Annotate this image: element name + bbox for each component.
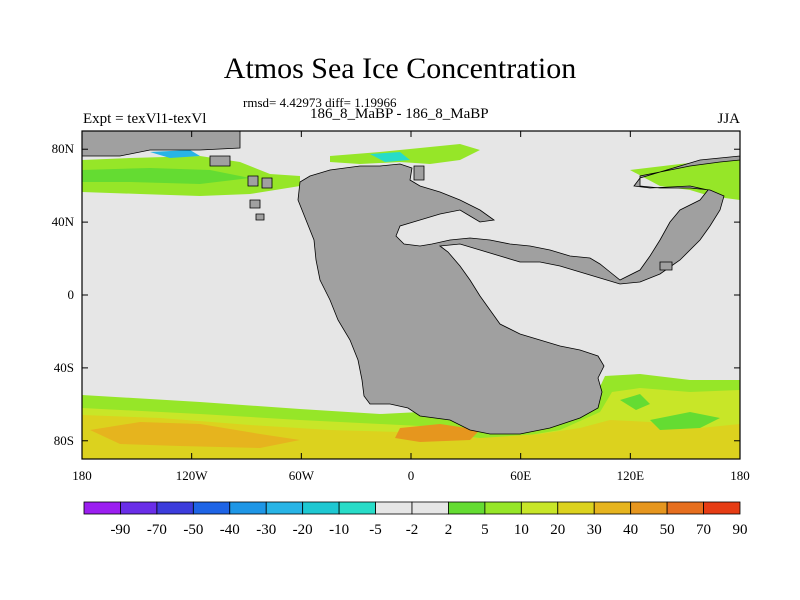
land-island-4 — [261, 177, 273, 189]
x-tick-label: 0 — [408, 468, 415, 483]
experiment-label: Expt = texVl1-texVl — [83, 111, 207, 127]
colorbar-swatch — [630, 501, 668, 515]
colorbar-swatch — [265, 501, 304, 515]
southern-ocean-ice-max-2 — [395, 424, 480, 442]
colorbar-swatch — [229, 501, 267, 515]
arctic-ice-band-east — [630, 158, 740, 200]
southern-ocean-ice-max — [90, 422, 300, 448]
colorbar-swatch — [375, 501, 413, 515]
season-label: JJA — [717, 111, 740, 127]
colorbar-label: 50 — [660, 522, 675, 538]
colorbar-label: 90 — [733, 522, 748, 538]
colorbar-label: 2 — [445, 522, 453, 538]
y-tick-label: 80N — [52, 141, 75, 156]
x-tick-label: 120E — [617, 468, 645, 483]
chart-title: Atmos Sea Ice Concentration — [223, 52, 577, 85]
colorbar-label: -90 — [110, 522, 130, 538]
southern-ocean-green-patch-2 — [620, 394, 650, 410]
colorbar-label: 30 — [587, 522, 602, 538]
arctic-ice-band-west-inner — [82, 168, 250, 184]
colorbar-label: -70 — [147, 522, 167, 538]
land-pangaea — [240, 131, 740, 435]
y-tick-label: 80S — [54, 433, 74, 448]
colorbar-label: 10 — [514, 522, 529, 538]
land-north-west — [82, 131, 241, 157]
colorbar-label: -20 — [293, 522, 313, 538]
colorbar-swatch — [666, 501, 704, 515]
colorbar-label: -50 — [183, 522, 203, 538]
x-tick-label: 120W — [176, 468, 209, 483]
colorbar-swatch — [448, 501, 486, 515]
colorbar-label: 40 — [623, 522, 638, 538]
land-island-6 — [659, 261, 673, 271]
colorbar-label: 20 — [550, 522, 565, 538]
colorbar-swatch — [411, 501, 449, 515]
colorbar-label: 70 — [696, 522, 711, 538]
southern-ocean-green-patch — [650, 412, 720, 430]
colorbar-swatch — [192, 501, 231, 515]
arctic-cyan-patch — [370, 152, 410, 162]
x-tick-label: 180 — [730, 468, 750, 483]
x-tick-label: 60E — [510, 468, 531, 483]
colorbar: -90 -70 -50 -40 -30 -20 -10 -5 -2 2 5 10 20 30 40 50 70 9… — [83, 501, 748, 538]
y-tick-label: 40S — [54, 360, 74, 375]
colorbar-swatch — [302, 501, 340, 515]
y-tick-label: 0 — [68, 287, 75, 302]
land-island-5 — [413, 165, 425, 181]
colorbar-label: 5 — [481, 522, 489, 538]
colorbar-swatch — [156, 501, 194, 515]
colorbar-label: -5 — [369, 522, 382, 538]
colorbar-swatch — [484, 501, 522, 515]
land-island-3 — [255, 213, 265, 221]
colorbar-swatch — [520, 501, 559, 515]
map-field — [82, 131, 740, 459]
land-island-1 — [247, 175, 259, 187]
colorbar-swatch — [120, 501, 158, 515]
colorbar-label: -40 — [220, 522, 240, 538]
stats-line: rmsd= 4.42973 diff= 1.19966 — [243, 95, 397, 110]
x-tick-label: 60W — [289, 468, 315, 483]
colorbar-swatch — [703, 501, 741, 515]
colorbar-swatch — [593, 501, 632, 515]
colorbar-label: -2 — [406, 522, 419, 538]
period-label: 186_8_MaBP - 186_8_MaBP — [310, 106, 489, 122]
land-masses — [82, 131, 740, 435]
arctic-cyan-patch-2 — [150, 150, 200, 158]
colorbar-label: -30 — [256, 522, 276, 538]
colorbar-swatch — [83, 501, 121, 515]
land-island-2 — [249, 199, 261, 209]
y-tick-label: 40N — [52, 214, 75, 229]
x-tick-label: 180 — [72, 468, 92, 483]
colorbar-swatch — [338, 501, 376, 515]
arctic-ice-band-central — [330, 144, 480, 164]
colorbar-swatch — [557, 501, 595, 515]
y-axis-ticks: 80N 40N 0 40S 80S — [52, 141, 740, 448]
land-north-small — [209, 155, 231, 167]
colorbar-label: -10 — [329, 522, 349, 538]
southern-ocean-ice-band-edge — [82, 374, 740, 440]
x-axis-ticks: 180 120W 60W 0 60E 120E 180 — [72, 131, 750, 483]
